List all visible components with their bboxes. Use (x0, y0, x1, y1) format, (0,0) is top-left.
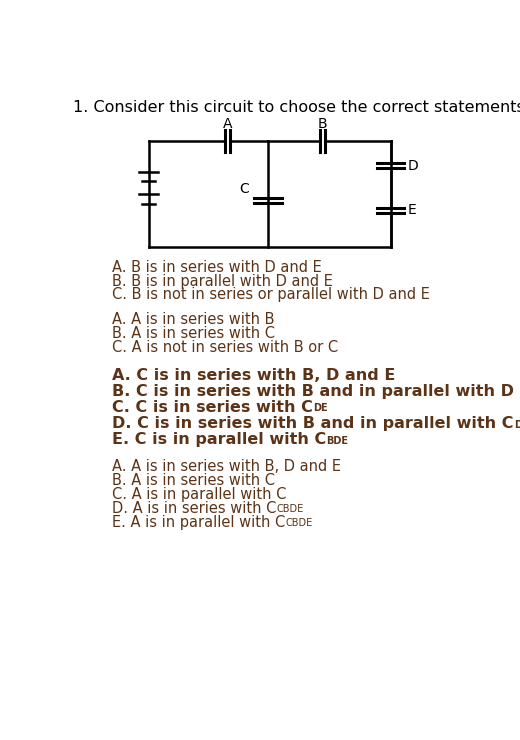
Text: C. C is in series with C: C. C is in series with C (111, 400, 313, 415)
Text: D: D (408, 159, 418, 173)
Text: A. C is in series with B, D and E: A. C is in series with B, D and E (111, 368, 395, 383)
Text: C: C (240, 182, 250, 196)
Text: D. A is in series with C: D. A is in series with C (111, 501, 276, 516)
Text: DE: DE (313, 403, 328, 414)
Text: B. A is in series with C: B. A is in series with C (111, 326, 275, 341)
Text: E. C is in parallel with C: E. C is in parallel with C (111, 432, 326, 447)
Text: E. A is in parallel with C: E. A is in parallel with C (111, 514, 285, 530)
Text: CBDE: CBDE (285, 518, 313, 528)
Text: A. B is in series with D and E: A. B is in series with D and E (111, 260, 321, 275)
Text: C. A is in parallel with C: C. A is in parallel with C (111, 487, 286, 502)
Text: DE: DE (514, 420, 520, 429)
Text: B. C is in series with B and in parallel with D: B. C is in series with B and in parallel… (111, 384, 514, 399)
Text: CBDE: CBDE (277, 504, 304, 514)
Text: C. B is not in series or parallel with D and E: C. B is not in series or parallel with D… (111, 287, 430, 303)
Text: E: E (408, 204, 417, 218)
Text: A. A is in series with B, D and E: A. A is in series with B, D and E (111, 459, 341, 474)
Text: B. B is in parallel with D and E: B. B is in parallel with D and E (111, 274, 332, 289)
Text: C. A is not in series with B or C: C. A is not in series with B or C (111, 340, 337, 354)
Text: BDE: BDE (327, 436, 348, 445)
Text: B. A is in series with C: B. A is in series with C (111, 473, 275, 488)
Text: A: A (223, 117, 232, 131)
Text: B: B (318, 117, 327, 131)
Text: D. C is in series with B and in parallel with C: D. C is in series with B and in parallel… (111, 416, 513, 431)
Text: 1. Consider this circuit to choose the correct statements.: 1. Consider this circuit to choose the c… (73, 101, 520, 115)
Text: A. A is in series with B: A. A is in series with B (111, 312, 274, 327)
